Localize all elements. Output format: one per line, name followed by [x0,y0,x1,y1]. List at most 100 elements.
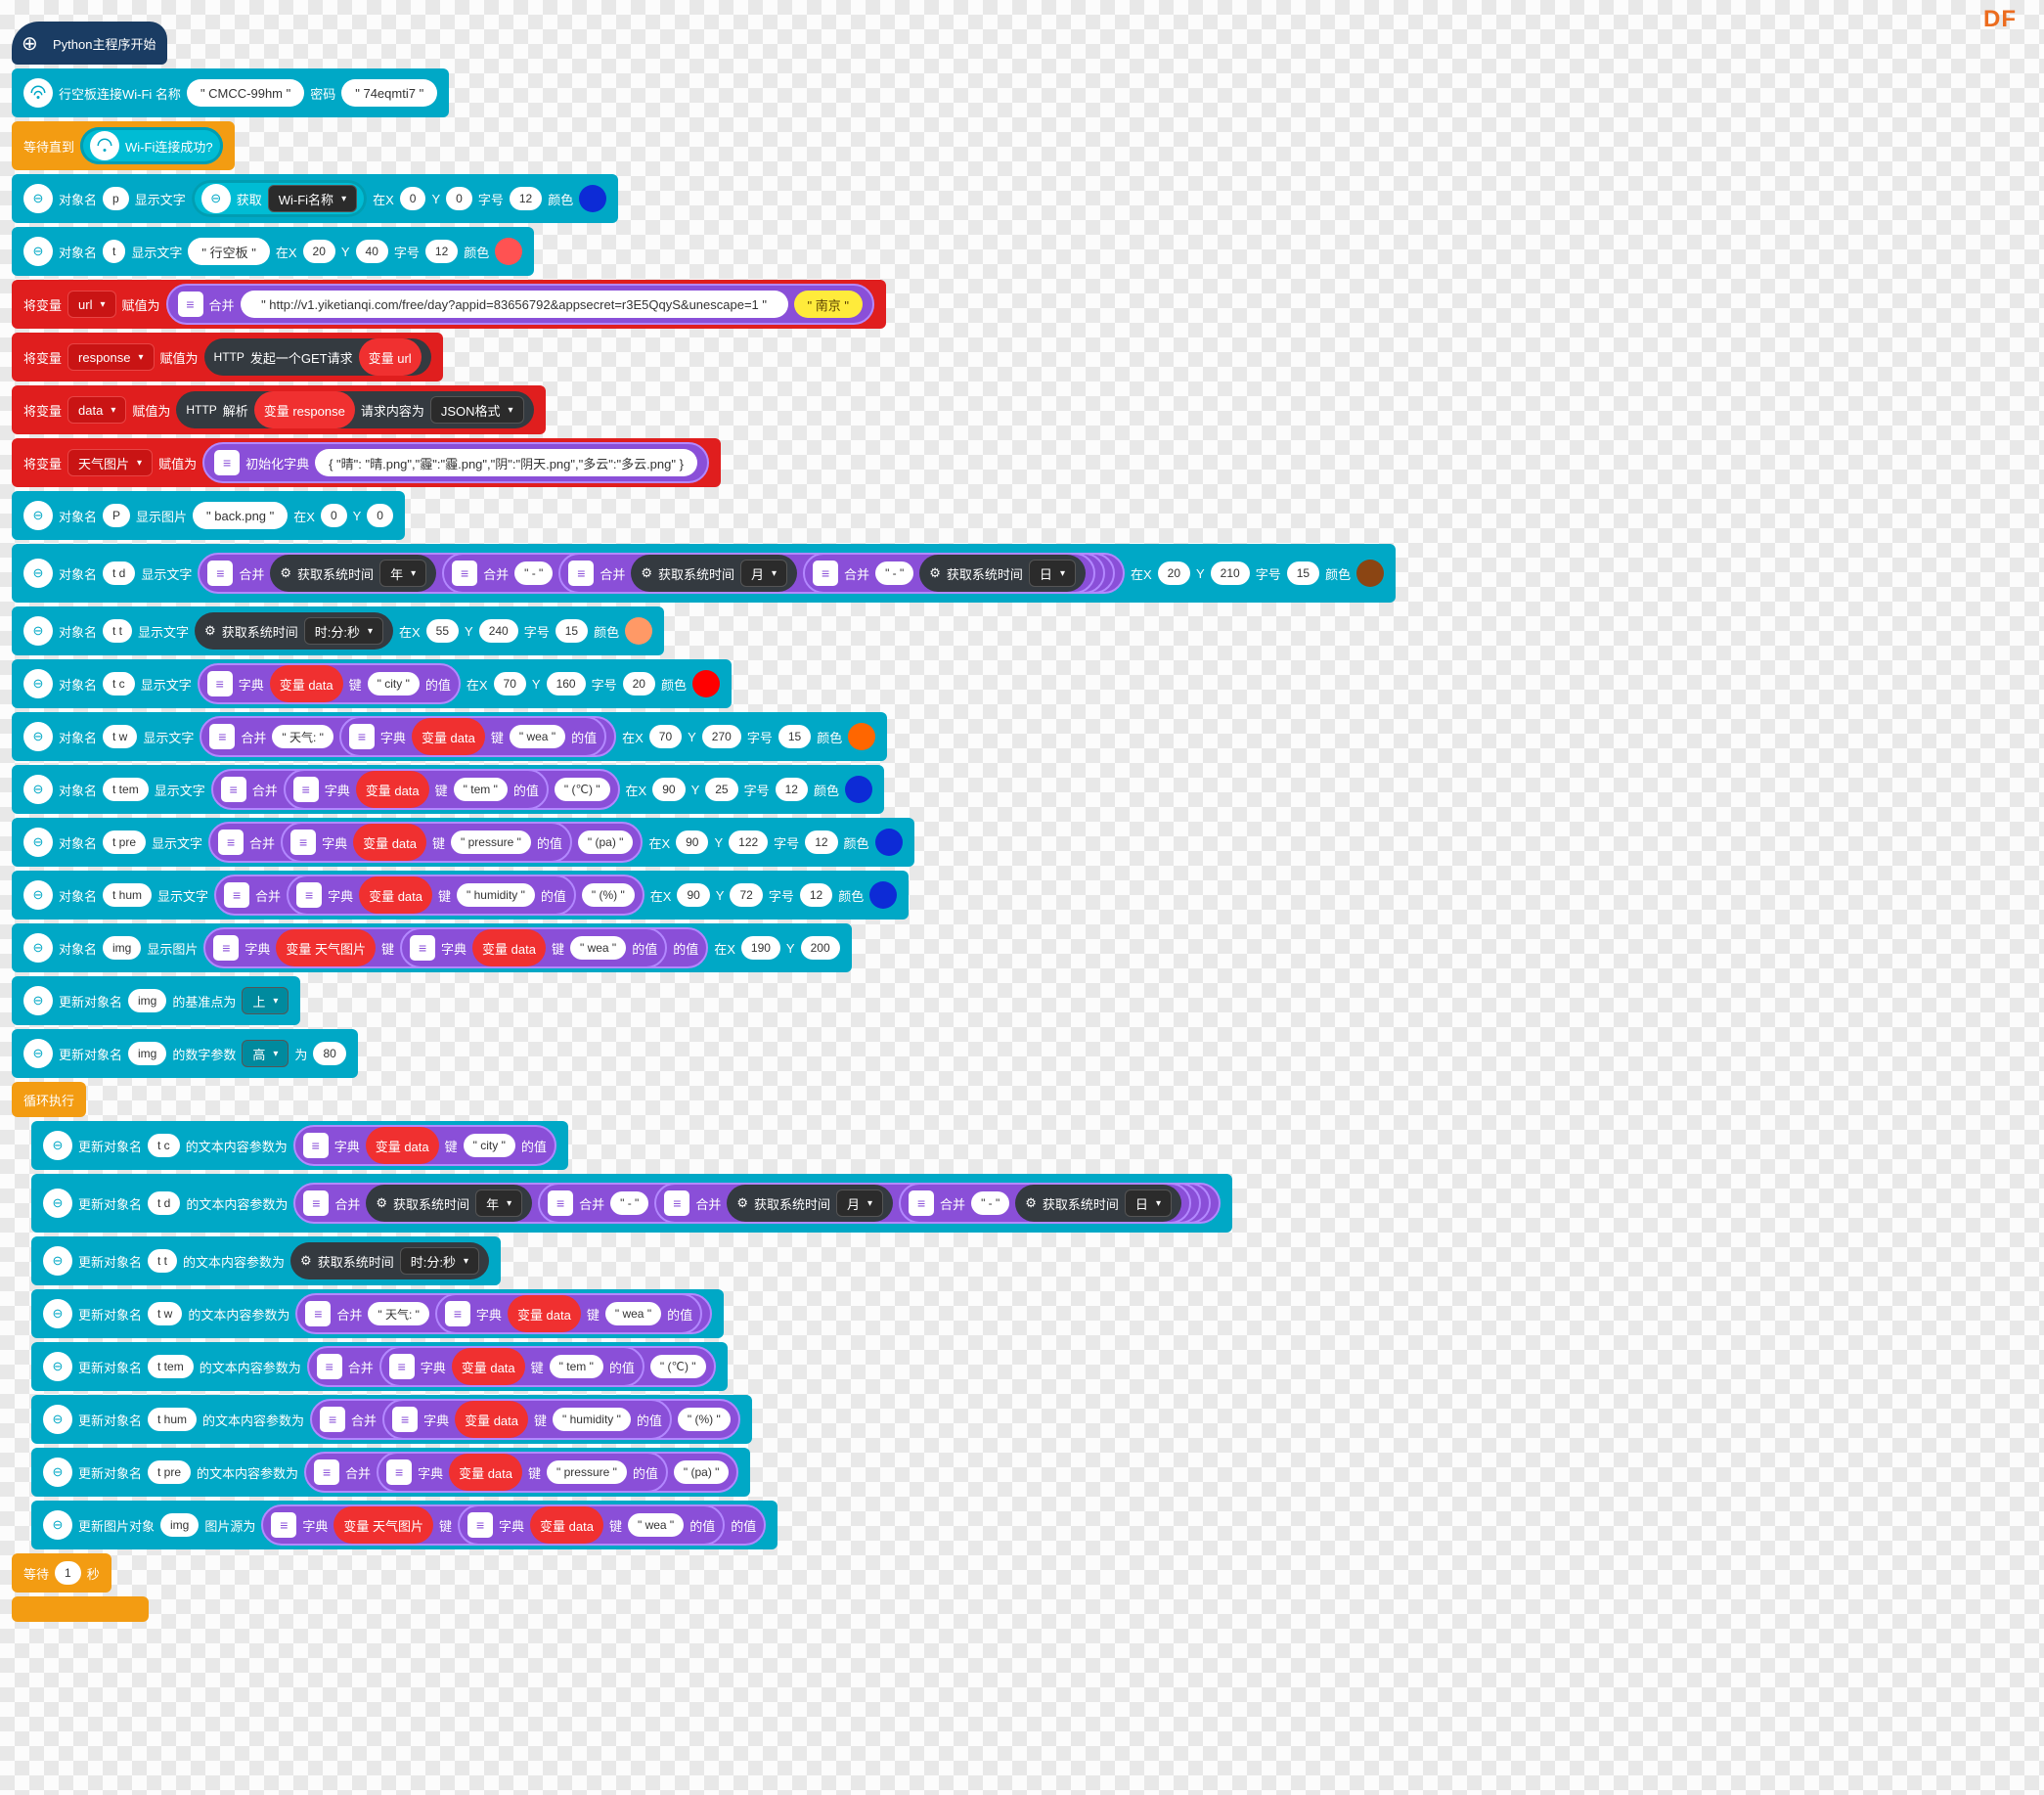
dash-val[interactable]: " - " [971,1191,1009,1215]
text-val[interactable]: " 行空板 " [188,238,269,265]
y-val[interactable]: 160 [547,672,586,696]
obj-name[interactable]: img [128,1042,166,1065]
key-val[interactable]: " wea " [510,725,565,748]
loop-update-tw[interactable]: ⊖ 更新对象名 t w 的文本内容参数为 ≡ 合并 " 天气: " ≡ 字典 变… [31,1289,724,1338]
obj-name[interactable]: t w [103,725,137,748]
key-val[interactable]: " humidity " [553,1408,631,1431]
unit-val[interactable]: " (pa) " [674,1460,730,1484]
concat-pre[interactable]: ≡ 合并 ≡ 字典 变量 data 键 " pressure " 的值 " (p… [208,822,643,863]
y-val[interactable]: 270 [702,725,741,748]
dict-get-hum[interactable]: ≡ 字典 变量 data 键 " humidity " 的值 [287,875,576,916]
font-val[interactable]: 15 [778,725,811,748]
color-swatch[interactable] [848,723,875,750]
concat-year[interactable]: ≡ 合并 ⚙获取系统时间年 ≡ 合并 " - " ≡ 合并 ⚙获取系统时间月 ≡… [198,553,1125,594]
dict-get-imgpath2[interactable]: ≡ 字典 变量 天气图片 键 ≡ 字典 变量 data 键 " wea " 的值… [261,1504,766,1546]
font-val[interactable]: 12 [800,883,832,907]
year-dropdown[interactable]: 年 [379,560,426,587]
python-start-hat[interactable]: ⊕ Python主程序开始 [12,22,167,65]
wait-block[interactable]: 等待 1 秒 [12,1553,111,1593]
color-swatch[interactable] [845,776,872,803]
dict-get-wea-inner[interactable]: ≡ 字典 变量 data 键 " wea " 的值 [400,927,667,968]
x-val[interactable]: 70 [649,725,682,748]
dict-get-hum2[interactable]: ≡ 字典 变量 data 键 " humidity " 的值 [382,1399,672,1440]
concat-date2[interactable]: ≡ 合并 ⚙获取系统时间年 ≡ 合并 " - " ≡ 合并 ⚙获取系统时间月 ≡… [293,1183,1221,1224]
key-val[interactable]: " wea " [605,1302,661,1325]
obj-img-row[interactable]: ⊖ 对象名 img 显示图片 ≡ 字典 变量 天气图片 键 ≡ 字典 变量 da… [12,923,852,972]
obj-back-row[interactable]: ⊖ 对象名 P 显示图片 " back.png " 在X 0 Y 0 [12,491,405,540]
concat-hum[interactable]: ≡ 合并 ≡ 字典 变量 data 键 " humidity " 的值 " (%… [214,875,644,916]
color-swatch[interactable] [1356,560,1384,587]
var-data-chip[interactable]: 变量 data [472,929,546,966]
loop-update-tpre[interactable]: ⊖ 更新对象名 t pre 的文本内容参数为 ≡ 合并 ≡ 字典 变量 data… [31,1448,750,1497]
obj-name[interactable]: P [103,504,130,527]
font-val[interactable]: 15 [1287,561,1319,585]
month-dropdown[interactable]: 月 [740,560,787,587]
key-val[interactable]: " city " [368,672,420,696]
update-anchor-row[interactable]: ⊖ 更新对象名 img 的基准点为 上 [12,976,300,1025]
obj-name[interactable]: t hum [103,883,152,907]
hms-dropdown[interactable]: 时:分:秒 [304,617,383,645]
concat-d3[interactable]: ≡ 合并 ⚙获取系统时间月 ≡ 合并 " - " ⚙获取系统时间日 [654,1183,1201,1224]
loop-update-img[interactable]: ⊖ 更新图片对象 img 图片源为 ≡ 字典 变量 天气图片 键 ≡ 字典 变量… [31,1501,778,1549]
obj-td-row[interactable]: ⊖ 对象名 t d 显示文字 ≡ 合并 ⚙获取系统时间年 ≡ 合并 " - " … [12,544,1396,603]
x-val[interactable]: 20 [303,240,335,263]
dict-get-wea2[interactable]: ≡ 字典 变量 data 键 " wea " 的值 [435,1293,702,1334]
day-dropdown[interactable]: 日 [1125,1189,1172,1217]
var-data-chip[interactable]: 变量 data [455,1401,528,1438]
systime-year[interactable]: ⚙获取系统时间年 [270,555,436,592]
concat-weather[interactable]: ≡ 合并 " 天气: " ≡ 字典 变量 data 键 " wea " 的值 [200,716,616,757]
obj-thum-row[interactable]: ⊖ 对象名 t hum 显示文字 ≡ 合并 ≡ 字典 变量 data 键 " h… [12,871,909,920]
prefix-val[interactable]: " 天气: " [368,1302,429,1325]
systime-hms2[interactable]: ⚙获取系统时间时:分:秒 [290,1242,489,1279]
dict-get-pre[interactable]: ≡ 字典 变量 data 键 " pressure " 的值 [281,822,572,863]
dict-literal[interactable]: { "晴": "晴.png","霾":"霾.png","阴":"阴天.png",… [315,449,697,476]
key-val[interactable]: " tem " [550,1355,603,1378]
var-data-chip[interactable]: 变量 data [366,1127,439,1164]
http-get-chip[interactable]: HTTP 发起一个GET请求 变量 url [204,338,431,376]
concat-d2[interactable]: ≡ 合并 " - " ≡ 合并 ⚙获取系统时间月 ≡ 合并 " - " ⚙获取系… [538,1183,1211,1224]
obj-name[interactable]: t d [103,561,135,585]
concat-2[interactable]: ≡ 合并 " - " ≡ 合并 ⚙获取系统时间月 ≡ 合并 " - " ⚙获取系… [442,553,1115,594]
obj-ttem-row[interactable]: ⊖ 对象名 t tem 显示文字 ≡ 合并 ≡ 字典 变量 data 键 " t… [12,765,884,814]
obj-name[interactable]: t [103,240,125,263]
city-value[interactable]: " 南京 " [794,291,863,318]
obj-p-row[interactable]: ⊖ 对象名 p 显示文字 ⊖ 获取 Wi-Fi名称 在X 0 Y 0 字号 12… [12,174,618,223]
concat-tem[interactable]: ≡ 合并 ≡ 字典 变量 data 键 " tem " 的值 " (℃) " [211,769,620,810]
key-val[interactable]: " wea " [570,936,626,960]
concat-d4[interactable]: ≡ 合并 " - " ⚙获取系统时间日 [899,1183,1191,1224]
var-data-chip[interactable]: 变量 data [508,1295,581,1332]
set-weather-dict-row[interactable]: 将变量 天气图片 赋值为 ≡ 初始化字典 { "晴": "晴.png","霾":… [12,438,721,487]
obj-tpre-row[interactable]: ⊖ 对象名 t pre 显示文字 ≡ 合并 ≡ 字典 变量 data 键 " p… [12,818,914,867]
color-swatch[interactable] [869,881,897,909]
set-response-row[interactable]: 将变量 response 赋值为 HTTP 发起一个GET请求 变量 url [12,333,443,381]
unit-val[interactable]: " (℃) " [650,1355,706,1378]
systime-day2[interactable]: ⚙获取系统时间日 [1015,1185,1181,1222]
obj-name[interactable]: t pre [103,830,146,854]
concat-pre2[interactable]: ≡ 合并 ≡ 字典 变量 data 键 " pressure " 的值 " (p… [304,1452,738,1493]
year-dropdown[interactable]: 年 [475,1189,522,1217]
concat-tem2[interactable]: ≡ 合并 ≡ 字典 变量 data 键 " tem " 的值 " (℃) " [307,1346,716,1387]
color-swatch[interactable] [692,670,720,697]
dash-val[interactable]: " - " [610,1191,648,1215]
dict-get-tem[interactable]: ≡ 字典 变量 data 键 " tem " 的值 [284,769,549,810]
key-val[interactable]: " pressure " [451,830,531,854]
height-val[interactable]: 80 [313,1042,345,1065]
concat-3[interactable]: ≡ 合并 ⚙获取系统时间月 ≡ 合并 " - " ⚙获取系统时间日 [558,553,1105,594]
var-data-chip[interactable]: 变量 data [353,824,426,861]
pwd-value[interactable]: " 74eqmti7 " [341,79,437,107]
obj-tw-row[interactable]: ⊖ 对象名 t w 显示文字 ≡ 合并 " 天气: " ≡ 字典 变量 data… [12,712,887,761]
day-dropdown[interactable]: 日 [1029,560,1076,587]
wifi-name-dropdown[interactable]: Wi-Fi名称 [268,185,357,212]
concat-4[interactable]: ≡ 合并 " - " ⚙获取系统时间日 [803,553,1095,594]
x-val[interactable]: 90 [676,830,708,854]
color-swatch[interactable] [579,185,606,212]
font-val[interactable]: 20 [623,672,655,696]
y-val[interactable]: 240 [479,619,518,643]
obj-name[interactable]: t hum [148,1408,197,1431]
color-swatch[interactable] [875,829,903,856]
dict-get-pre2[interactable]: ≡ 字典 变量 data 键 " pressure " 的值 [377,1452,668,1493]
var-data-chip[interactable]: 变量 data [356,771,429,808]
init-dict-chip[interactable]: ≡ 初始化字典 { "晴": "晴.png","霾":"霾.png","阴":"… [202,442,709,483]
loop-update-tt[interactable]: ⊖ 更新对象名 t t 的文本内容参数为 ⚙获取系统时间时:分:秒 [31,1236,501,1285]
dict-get-wea[interactable]: ≡ 字典 变量 data 键 " wea " 的值 [339,716,606,757]
